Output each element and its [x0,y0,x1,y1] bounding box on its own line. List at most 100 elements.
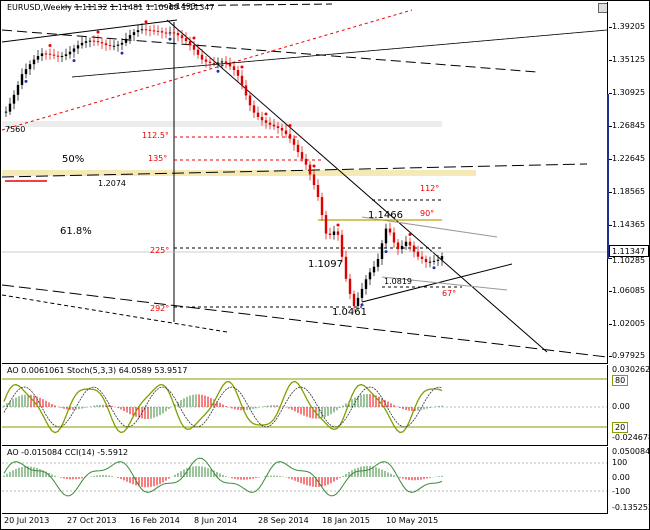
candle-body [416,251,420,257]
candle-body [28,64,32,70]
lower-dashed-trendline [2,284,607,358]
candle-body [192,45,196,50]
candle-body [312,174,316,186]
candle-body [300,152,304,159]
candle-body [232,66,236,71]
fractal-marker [72,59,76,63]
candle-body [260,116,264,121]
candle-body [364,279,368,289]
candle-body [376,259,380,267]
candle-body [140,29,144,31]
candle-body [56,55,60,57]
candle-body [256,112,260,117]
candle-body [164,32,168,34]
time-label: 20 Jul 2013 [4,516,50,525]
cci-scale-label: 0.050084 [612,447,650,456]
pane-scroll-button[interactable] [598,3,607,13]
current-price-tag: 1.11347 [609,245,649,257]
candle-body [80,42,84,46]
fractal-marker [360,303,364,307]
candle-body [204,59,208,62]
fractal-marker [432,266,436,270]
price-level-label: 1.06085 [612,286,646,295]
candle-body [316,185,320,198]
candle-body [224,61,228,64]
price-level-label: 1.14365 [612,220,646,229]
candle-body [92,40,96,42]
candle-body [160,31,164,33]
candle-body [420,256,424,259]
candle-body [76,45,80,49]
time-label: 27 Oct 2013 [67,516,117,525]
fractal-marker [48,43,52,47]
candle-body [200,54,204,60]
candle-body [380,243,384,260]
candle-body [52,54,56,56]
candle-body [236,70,240,76]
candle-body [16,84,20,95]
stochastic-pane[interactable]: AO 0.0061061 Stoch(5,3,3) 64.0589 53.951… [2,365,608,446]
candle-body [308,164,312,175]
price-level-label: 1.22645 [612,154,646,163]
time-label: 16 Feb 2014 [130,516,180,525]
candle-body [120,42,124,45]
fractal-marker [408,233,412,237]
fib-50-label: 50% [62,154,85,165]
price-pane-title: EURUSD,Weekly 1.11132 1.11481 1.10969 1.… [7,3,215,12]
candle-body [152,30,156,32]
fractal-marker [120,51,124,55]
candle-body [388,228,392,233]
candle-body [336,231,340,235]
fractal-marker [288,124,292,128]
upper-dashed-trendline [2,29,538,73]
candle-body [252,105,256,113]
candle-body [32,59,36,65]
price-pane[interactable]: EURUSD,Weekly 1.11132 1.11481 1.10969 1.… [2,2,608,364]
candle-body [124,38,128,43]
candle-body [328,233,332,236]
time-label: 8 Jun 2014 [194,516,238,525]
candle-body [296,144,300,153]
top-dashed-trendline [61,3,333,8]
candle-body [216,62,220,64]
fractal-marker [144,20,148,24]
mid-dashed-trendline [2,163,588,178]
price-level-label: 0.97925 [612,351,646,360]
candle-body [324,215,328,234]
price-level-label: 1.26845 [612,121,646,130]
falling-trendline [166,19,548,353]
thin-rising-line [71,29,607,78]
time-label: 28 Sep 2014 [258,516,309,525]
fractal-marker [336,223,340,227]
candle-body [116,44,120,46]
stoch-pane-title: AO 0.0061061 Stoch(5,3,3) 64.0589 53.951… [7,366,188,375]
top-solid-line [2,19,178,43]
cci-scale-label: -0.135252 [612,503,650,512]
price-scale[interactable]: 1.39205 1.35125 1.30925 1.26845 1.22645 … [607,2,650,363]
candle-body [320,197,324,216]
cci-svg [2,457,607,497]
fractal-marker [192,36,196,40]
candle-body [176,33,180,36]
time-label: 10 May 2015 [386,516,439,525]
cci-pane[interactable]: AO -0.015084 CCI(14) -5.5912 [2,447,608,514]
angle-90-label: 90° [420,209,435,218]
wedge-lower-line [381,276,508,291]
cci-line [3,457,443,497]
candle-body [196,49,200,55]
candle-body [220,61,224,63]
candle-body [4,111,8,113]
candle-body [12,94,16,104]
candle-body [248,95,252,106]
fractal-marker [96,30,100,34]
candle-body [392,232,396,243]
candle-body [100,42,104,44]
candle-body [276,126,280,128]
candle-body [108,45,112,47]
candle-body [88,40,92,42]
left-edge-label: 7560 [5,125,26,134]
candle-body [432,260,436,262]
angle-112-label: 112° [420,184,440,193]
candle-body [284,130,288,135]
